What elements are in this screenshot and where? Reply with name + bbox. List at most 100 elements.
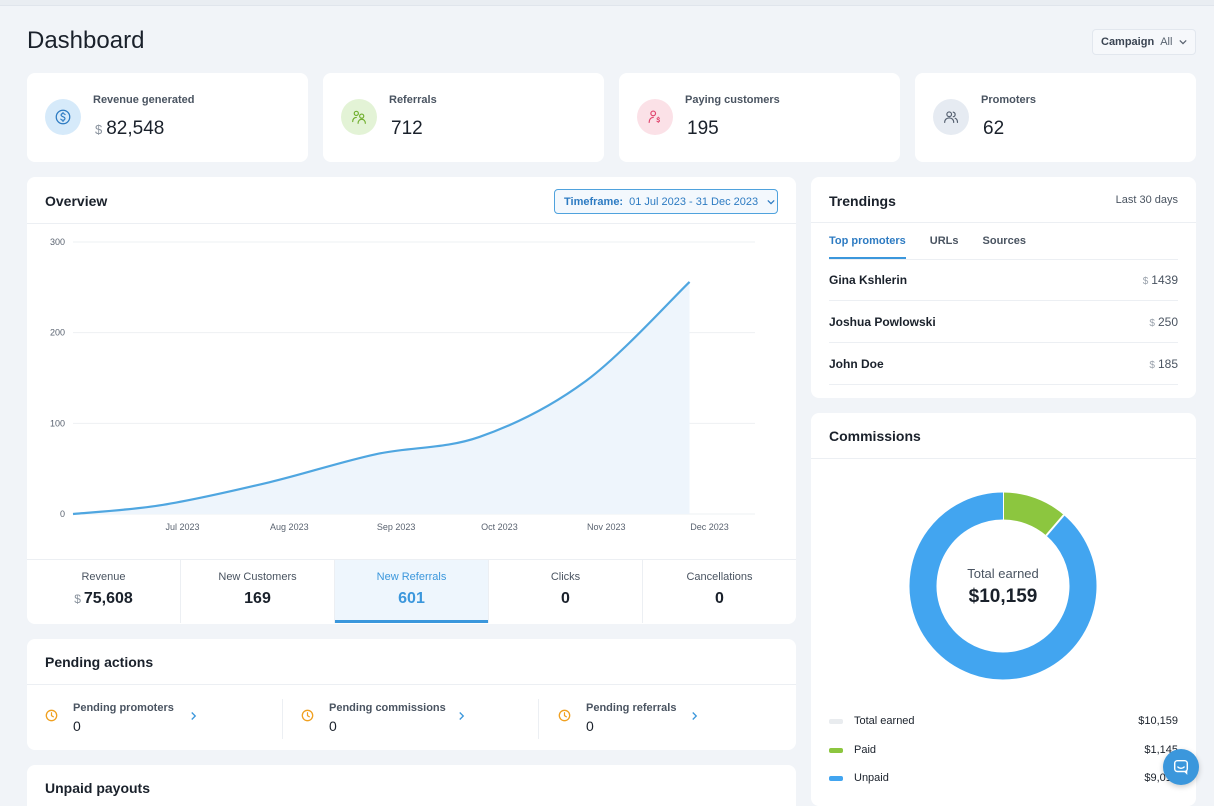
metrics-tabs: Revenue $75,608 New Customers 169 New Re… xyxy=(27,559,796,623)
stat-number: 712 xyxy=(391,118,423,139)
legend-paid: Paid $1,145 xyxy=(829,740,1178,760)
currency-symbol: $ xyxy=(1142,275,1149,287)
commissions-donut xyxy=(909,492,1097,680)
metric-tab-new-customers[interactable]: New Customers 169 xyxy=(181,560,335,623)
promoter-name: Joshua Powlowski xyxy=(829,314,936,329)
pending-value: 0 xyxy=(586,718,594,734)
pending-commissions-item[interactable]: Pending commissions 0 xyxy=(301,699,531,739)
currency-symbol: $ xyxy=(1149,359,1155,371)
pending-promoters-item[interactable]: Pending promoters 0 xyxy=(45,699,275,739)
x-tick-label: Nov 2023 xyxy=(587,522,626,532)
donut-separator xyxy=(1045,514,1065,537)
stat-card-revenue: Revenue generated $82,548 xyxy=(27,73,308,162)
unpaid-payouts-title: Unpaid payouts xyxy=(45,780,151,796)
page-title: Dashboard xyxy=(27,27,145,54)
chevron-right-icon xyxy=(692,712,698,720)
metric-number: 601 xyxy=(398,590,425,607)
amount-number: 1439 xyxy=(1151,272,1178,287)
stat-number: 62 xyxy=(983,118,1005,139)
stat-label: Revenue generated xyxy=(93,94,195,106)
divider xyxy=(27,684,796,685)
overview-chart: 0 100 200 300 Jul 2023 Aug 2023 Sep 2023 Oct 20… xyxy=(50,237,755,532)
donut-slice-paid xyxy=(1002,492,1064,536)
list-item[interactable]: Joshua Powlowski $250 xyxy=(829,301,1178,343)
timeframe-select[interactable]: Timeframe: 01 Jul 2023 - 31 Dec 2023 xyxy=(554,189,778,214)
divider xyxy=(27,223,796,224)
stat-value: $82,548 xyxy=(95,118,164,140)
tab-urls[interactable]: URLs xyxy=(929,235,959,247)
metric-tab-cancellations[interactable]: Cancellations 0 xyxy=(643,560,796,623)
pending-value: 0 xyxy=(73,718,81,734)
users-icon xyxy=(933,99,969,135)
metric-tab-revenue[interactable]: Revenue $75,608 xyxy=(27,560,181,623)
metric-value: 601 xyxy=(335,590,488,608)
metric-value: 0 xyxy=(489,590,642,608)
top-bar xyxy=(0,0,1214,6)
stat-card-promoters: Promoters 62 xyxy=(915,73,1196,162)
stat-card-referrals: Referrals 712 xyxy=(323,73,604,162)
divider xyxy=(829,259,1178,260)
metric-number: 75,608 xyxy=(83,590,133,607)
metric-label: New Customers xyxy=(218,571,297,583)
separator xyxy=(538,699,539,739)
promoter-amount: $185 xyxy=(1149,357,1178,371)
donut-slice-unpaid xyxy=(909,492,1097,680)
metric-value: 169 xyxy=(181,590,334,608)
user-dollar-icon xyxy=(637,99,673,135)
metric-label: Cancellations xyxy=(686,571,753,583)
metric-tab-clicks[interactable]: Clicks 0 xyxy=(489,560,643,623)
divider xyxy=(811,222,1196,223)
legend-total-earned: Total earned $10,159 xyxy=(829,711,1178,731)
x-tick-label: Jul 2023 xyxy=(166,522,200,532)
people-link-icon xyxy=(341,99,377,135)
x-tick-label: Dec 2023 xyxy=(690,522,729,532)
list-item[interactable]: John Doe $185 xyxy=(829,343,1178,385)
pending-value: 0 xyxy=(329,718,337,734)
stat-value: 712 xyxy=(391,118,423,140)
amount-number: 185 xyxy=(1157,356,1178,371)
stat-label: Referrals xyxy=(389,94,437,106)
metric-value: $75,608 xyxy=(27,590,180,608)
y-tick-label: 200 xyxy=(50,328,65,338)
stat-number: 82,548 xyxy=(106,118,165,139)
stat-value: 195 xyxy=(687,118,719,140)
campaign-value: All xyxy=(1160,36,1173,48)
trendings-title: Trendings xyxy=(829,193,896,209)
promoter-name: John Doe xyxy=(829,356,884,371)
chat-button[interactable] xyxy=(1163,749,1199,785)
dollar-coin-icon xyxy=(45,99,81,135)
unpaid-payouts-card: Unpaid payouts xyxy=(27,765,796,806)
x-tick-label: Aug 2023 xyxy=(270,522,309,532)
metric-label: New Referrals xyxy=(376,571,447,583)
divider xyxy=(811,458,1196,459)
y-tick-label: 100 xyxy=(50,418,65,428)
donut-center-value: $10,159 xyxy=(968,586,1038,607)
chevron-right-icon xyxy=(191,712,197,720)
pending-actions-card: Pending actions Pending promoters 0 Pend… xyxy=(27,639,796,750)
metric-number: 0 xyxy=(561,590,570,607)
stat-number: 195 xyxy=(687,118,719,139)
campaign-select[interactable]: Campaign All xyxy=(1092,29,1196,55)
tab-top-promoters[interactable]: Top promoters xyxy=(829,235,906,259)
metric-value: 0 xyxy=(643,590,796,608)
tab-sources[interactable]: Sources xyxy=(982,235,1026,247)
separator xyxy=(282,699,283,739)
stat-value: 62 xyxy=(983,118,1004,140)
timeframe-value: 01 Jul 2023 - 31 Dec 2023 xyxy=(629,195,759,208)
metric-number: 169 xyxy=(244,590,271,607)
campaign-label: Campaign xyxy=(1101,36,1155,48)
metric-tab-new-referrals[interactable]: New Referrals 601 xyxy=(335,560,489,623)
clock-icon xyxy=(558,709,571,722)
commissions-card: Commissions Total earned $10,159 Total e… xyxy=(811,413,1196,806)
amount-number: 250 xyxy=(1157,314,1178,329)
legend-unpaid: Unpaid $9,014 xyxy=(829,768,1178,788)
chat-icon xyxy=(1173,759,1189,775)
legend-name: Total earned xyxy=(854,715,915,727)
list-item[interactable]: Gina Kshlerin $1439 xyxy=(829,259,1178,301)
trendings-card: Trendings Last 30 days Top promoters URL… xyxy=(811,177,1196,398)
legend-swatch xyxy=(829,747,843,753)
timeframe-label: Timeframe: xyxy=(564,195,624,208)
legend-swatch xyxy=(829,775,843,781)
pending-referrals-item[interactable]: Pending referrals 0 xyxy=(558,699,788,739)
metric-number: 0 xyxy=(715,590,724,607)
